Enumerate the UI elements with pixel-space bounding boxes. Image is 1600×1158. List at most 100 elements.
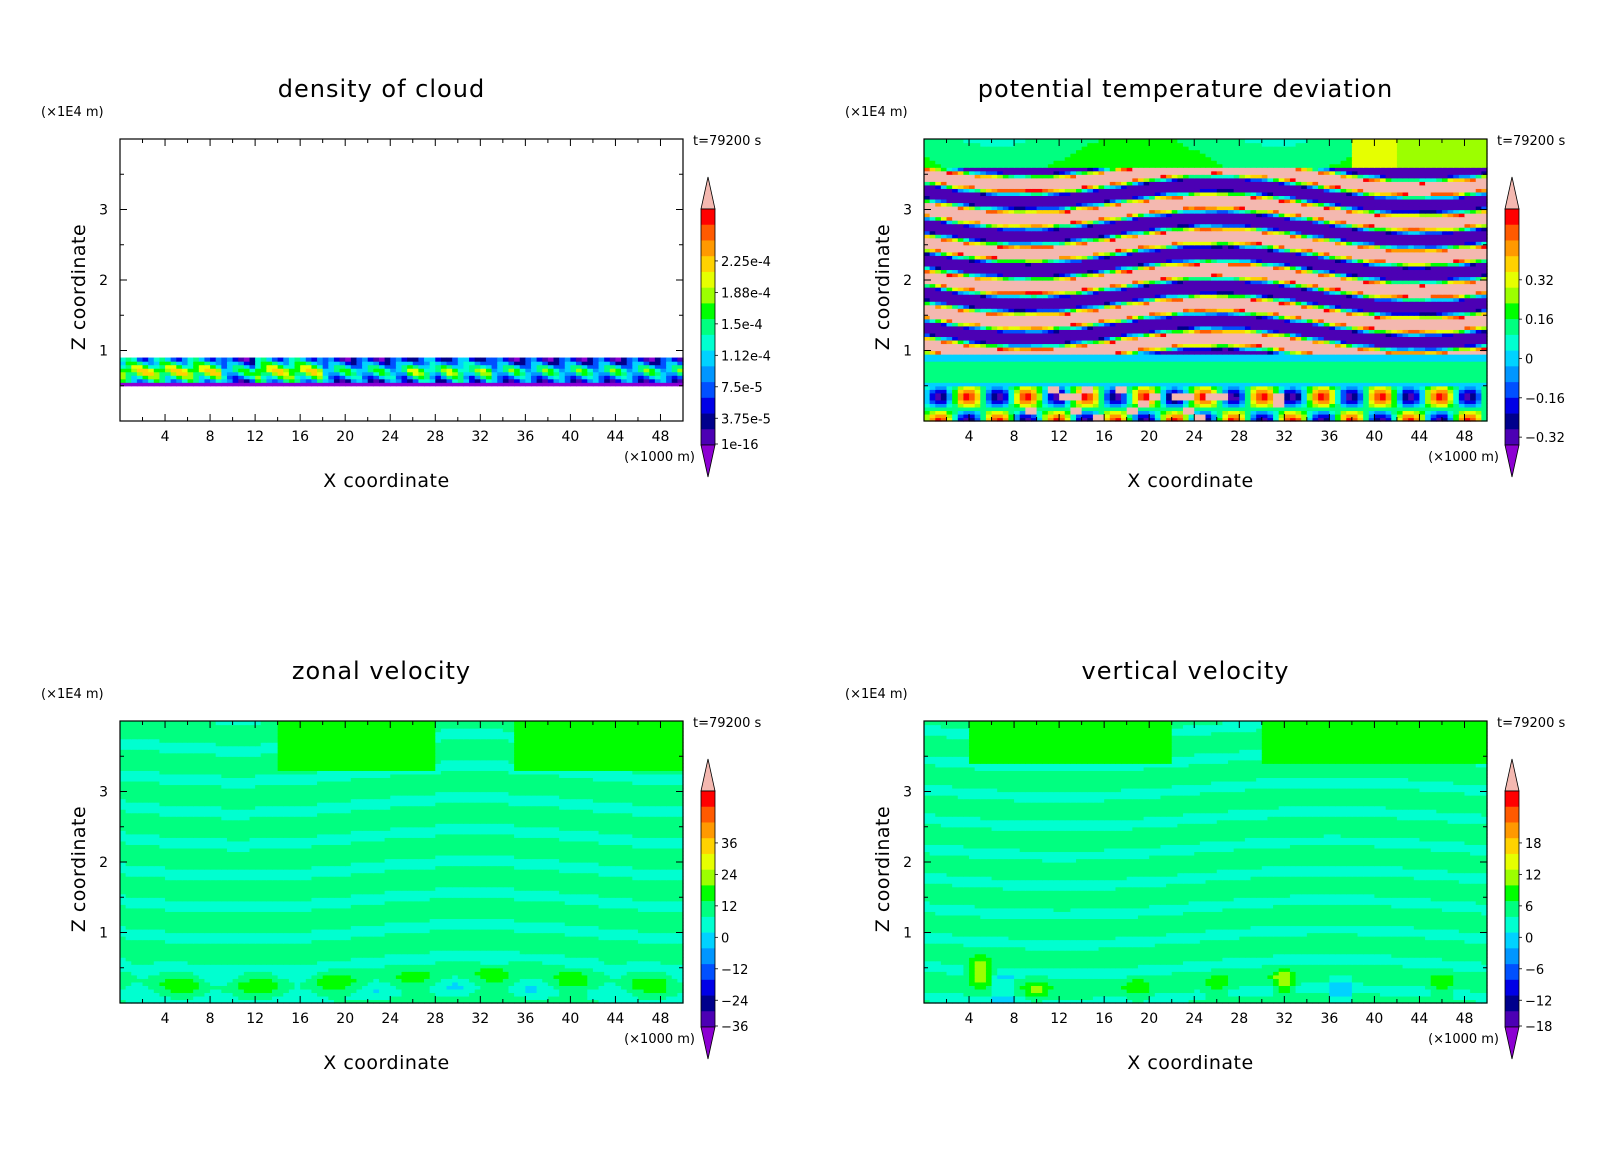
contour-cell — [980, 280, 987, 285]
contour-cell — [952, 399, 959, 404]
contour-cell — [1222, 403, 1229, 408]
contour-cell — [615, 375, 622, 380]
contour-cell — [1132, 406, 1139, 412]
contour-cell — [1154, 304, 1162, 309]
contour-cell — [1250, 332, 1257, 338]
contour-cell — [626, 357, 633, 362]
contour-cell — [1002, 301, 1010, 306]
contour-cell — [1475, 332, 1482, 338]
contour-cell — [1408, 280, 1415, 285]
contour-cell — [519, 357, 526, 362]
contour-cell — [1470, 280, 1477, 285]
contour-cell — [1374, 297, 1381, 302]
contour-cell — [294, 368, 301, 373]
contour-cell — [1036, 318, 1043, 323]
contour-cell — [1250, 399, 1257, 404]
contour-cell — [626, 364, 633, 369]
contour-cell — [935, 403, 942, 408]
contour-cell — [1008, 406, 1015, 412]
contour-cell — [525, 378, 532, 383]
contour-cell — [1425, 389, 1432, 394]
contour-cell — [1470, 406, 1477, 412]
contour-cell — [1228, 301, 1235, 306]
contour-cell — [1109, 410, 1117, 415]
contour-cell — [1464, 346, 1471, 352]
contour-cell — [339, 378, 346, 383]
contour-cell — [300, 371, 307, 376]
contour-cell — [401, 382, 408, 387]
contour-cell — [1036, 368, 1043, 373]
contour-cell — [677, 357, 684, 362]
contour-cell — [1318, 343, 1325, 348]
contour-cell — [1408, 343, 1415, 348]
contour-cell — [935, 322, 942, 327]
contour-cell — [1295, 329, 1302, 334]
contour-cell — [980, 308, 987, 313]
contour-cell — [963, 410, 970, 415]
contour-cell — [935, 375, 942, 380]
contour-cell — [935, 350, 942, 355]
contour-cell — [1430, 304, 1437, 309]
contour-cell — [1289, 332, 1297, 338]
contour-cell — [1441, 375, 1449, 380]
contour-cell — [446, 368, 453, 373]
contour-cell — [1380, 378, 1387, 383]
contour-cell — [1177, 283, 1184, 288]
contour-cell — [1087, 392, 1094, 397]
contour-cell — [1109, 389, 1117, 394]
contour-cell — [1470, 301, 1477, 306]
contour-cell — [1295, 403, 1302, 408]
contour-cell — [1312, 332, 1319, 338]
contour-cell — [1053, 357, 1060, 362]
contour-cell — [1188, 325, 1195, 330]
contour-cell — [1408, 301, 1415, 306]
contour-cell — [991, 308, 998, 313]
contour-cell — [1334, 364, 1342, 369]
contour-cell — [929, 325, 936, 330]
contour-cell — [469, 375, 476, 380]
contour-cell — [300, 368, 307, 373]
contour-cell — [1464, 413, 1471, 419]
contour-cell — [592, 357, 600, 362]
contour-cell — [435, 378, 442, 383]
contour-cell — [935, 329, 942, 334]
contour-cell — [1188, 290, 1195, 295]
contour-cell — [1374, 290, 1381, 295]
contour-cell — [1346, 368, 1353, 373]
contour-cell — [1070, 318, 1077, 323]
contour-cell — [1318, 406, 1325, 412]
contour-cell — [1143, 318, 1150, 323]
contour-cell — [952, 276, 959, 281]
contour-cell — [1368, 301, 1375, 306]
contour-cell — [587, 361, 594, 366]
contour-cell — [660, 368, 667, 373]
contour-cell — [980, 315, 987, 320]
contour-cell — [542, 375, 549, 380]
contour-cell — [1351, 378, 1359, 383]
contour-cell — [1126, 417, 1133, 422]
contour-cell — [1363, 329, 1370, 334]
contour-cell — [1464, 392, 1471, 397]
contour-cell — [1002, 399, 1010, 404]
contour-cell — [1104, 346, 1111, 352]
contour-cell — [592, 378, 600, 383]
contour-cell — [1087, 294, 1094, 299]
contour-cell — [1306, 364, 1314, 369]
contour-cell — [940, 280, 948, 285]
contour-cell — [1385, 336, 1392, 341]
contour-cell — [1267, 297, 1274, 302]
contour-cell — [497, 382, 504, 387]
contour-cell — [136, 368, 144, 373]
contour-cell — [969, 297, 976, 302]
contour-cell — [1318, 308, 1325, 313]
contour-cell — [1436, 308, 1443, 313]
contour-cell — [1363, 399, 1370, 404]
contour-cell — [1092, 329, 1100, 334]
contour-cell — [1250, 346, 1257, 352]
contour-cell — [1441, 346, 1449, 352]
contour-cell — [1470, 336, 1477, 341]
contour-cell — [1014, 350, 1021, 355]
contour-cell — [1019, 413, 1026, 419]
contour-cell — [963, 280, 970, 285]
contour-cell — [1470, 325, 1477, 330]
